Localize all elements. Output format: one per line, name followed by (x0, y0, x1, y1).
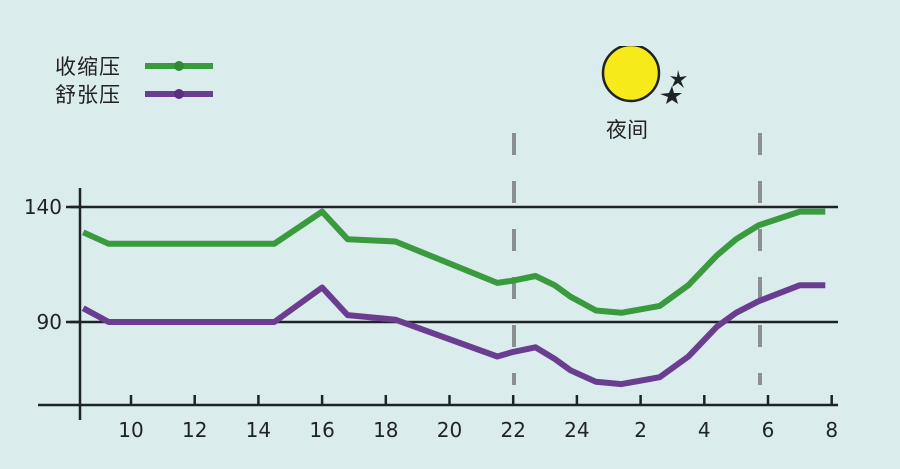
y-tick-label: 140 (24, 195, 62, 219)
legend: 收缩压 舒张压 (55, 52, 213, 108)
legend-label-diastolic: 舒张压 (55, 83, 121, 107)
y-tick-labels: 140 90 (24, 195, 80, 334)
x-tick-label: 4 (698, 418, 711, 442)
x-tick-label: 16 (309, 418, 334, 442)
y-tick-label: 90 (37, 310, 62, 334)
legend-label-systolic: 收缩压 (55, 55, 121, 79)
x-tick-label: 8 (825, 418, 838, 442)
x-tick-label: 22 (500, 418, 525, 442)
x-tick-label: 14 (246, 418, 271, 442)
x-tick-label: 18 (373, 418, 398, 442)
night-label: 夜间 (606, 118, 648, 142)
x-ticks (129, 395, 833, 405)
x-tick-label: 20 (437, 418, 462, 442)
x-tick-label: 10 (118, 418, 143, 442)
x-tick-labels: 10 12 14 16 18 20 22 24 2 4 6 8 (118, 418, 838, 442)
x-tick-label: 2 (634, 418, 647, 442)
legend-item-systolic: 收缩压 (55, 52, 213, 80)
diastolic-line (81, 282, 826, 388)
systolic-line (81, 208, 826, 316)
x-tick-label: 12 (182, 418, 207, 442)
x-tick-label: 6 (762, 418, 775, 442)
x-tick-label: 24 (564, 418, 589, 442)
systolic-swatch-icon (145, 61, 213, 71)
legend-item-diastolic: 舒张压 (55, 80, 213, 108)
moon-with-stars-icon (601, 46, 687, 104)
diastolic-swatch-icon (145, 89, 213, 99)
